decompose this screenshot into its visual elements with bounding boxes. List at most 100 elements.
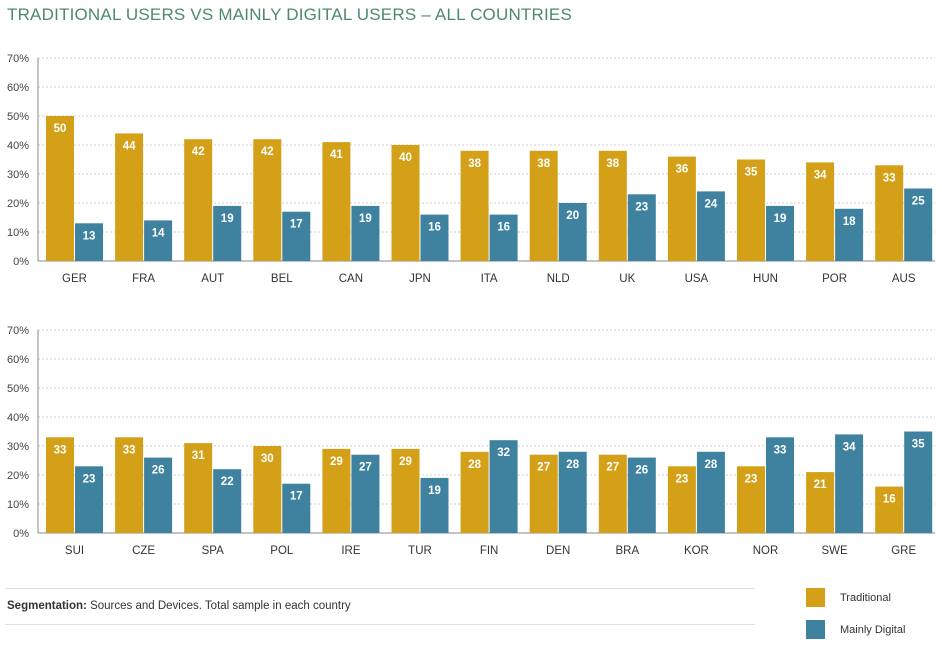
bottom-bar-ire-traditional <box>322 448 351 533</box>
bottom-y-tick-label: 70% <box>7 325 29 337</box>
bottom-bar-value-label: 27 <box>359 462 372 474</box>
footnote-label: Segmentation: <box>7 600 87 612</box>
bottom-bar-den-digital <box>558 451 587 533</box>
bottom-bar-value-label: 29 <box>330 456 343 468</box>
top-bar-value-label: 18 <box>843 216 856 228</box>
bottom-bar-spa-traditional <box>184 443 213 533</box>
bottom-bar-value-label: 23 <box>676 473 689 485</box>
top-x-tick-label: CAN <box>339 273 363 285</box>
bottom-y-tick-label: 50% <box>7 383 29 395</box>
top-bar-aus-digital <box>904 188 933 261</box>
top-bar-aut-traditional <box>184 139 213 261</box>
top-bar-value-label: 38 <box>606 158 619 170</box>
bottom-bar-spa-digital <box>213 469 242 533</box>
bottom-bar-value-label: 16 <box>883 494 896 506</box>
top-y-tick-label: 30% <box>7 169 29 181</box>
top-x-tick-label: GER <box>62 273 87 285</box>
top-x-tick-label: NLD <box>547 273 570 285</box>
bottom-bar-fin-traditional <box>460 451 489 533</box>
bottom-x-tick-label: CZE <box>132 545 155 557</box>
top-bar-aus-traditional <box>875 165 904 261</box>
bottom-x-tick-label: FIN <box>480 545 499 557</box>
bottom-bar-bra-traditional <box>598 454 627 533</box>
bottom-bar-pol-traditional <box>253 446 282 533</box>
legend-traditional: Traditional <box>806 588 891 607</box>
bottom-x-tick-label: SWE <box>821 545 848 557</box>
bottom-y-tick-label: 40% <box>7 412 29 424</box>
bottom-bar-bra-digital <box>627 457 656 533</box>
top-bar-value-label: 41 <box>330 149 343 161</box>
bottom-bar-value-label: 30 <box>261 453 274 465</box>
top-bar-ger-digital <box>75 223 103 261</box>
top-bar-ita-digital <box>489 214 518 261</box>
bottom-bar-tur-digital <box>420 477 449 533</box>
top-y-tick-label: 40% <box>7 140 29 152</box>
bottom-bar-value-label: 32 <box>497 447 510 459</box>
top-x-tick-label: BEL <box>271 273 293 285</box>
top-bar-value-label: 19 <box>359 213 372 225</box>
top-bar-value-label: 35 <box>745 167 758 179</box>
top-y-tick-label: 50% <box>7 111 29 123</box>
bottom-bar-value-label: 28 <box>566 459 579 471</box>
top-x-tick-label: POR <box>822 273 847 285</box>
top-bar-ita-traditional <box>460 150 489 261</box>
top-x-tick-label: AUT <box>201 273 224 285</box>
bottom-y-tick-label: 20% <box>7 470 29 482</box>
bottom-bar-nor-digital <box>766 437 794 533</box>
top-bar-value-label: 23 <box>635 201 648 213</box>
legend-digital: Mainly Digital <box>806 620 905 639</box>
bottom-y-tick-label: 0% <box>13 528 29 540</box>
bottom-bar-den-traditional <box>529 454 558 533</box>
bottom-bar-value-label: 23 <box>745 473 758 485</box>
top-x-tick-label: USA <box>685 273 709 285</box>
bottom-x-tick-label: BRA <box>615 545 639 557</box>
bottom-bar-cze-traditional <box>115 437 144 533</box>
top-bar-value-label: 19 <box>221 213 234 225</box>
top-bar-fra-traditional <box>115 133 144 261</box>
top-bar-ger-traditional <box>46 116 74 261</box>
top-bar-fra-digital <box>144 220 173 261</box>
bottom-bar-value-label: 33 <box>774 444 787 456</box>
top-bar-nld-traditional <box>529 150 558 261</box>
legend-digital-label: Mainly Digital <box>840 623 906 636</box>
top-bar-usa-traditional <box>667 156 696 261</box>
bottom-bar-swe-traditional <box>806 472 835 533</box>
bottom-x-tick-label: POL <box>270 545 294 557</box>
top-bar-aut-digital <box>213 205 242 261</box>
bottom-x-tick-label: SUI <box>65 545 84 557</box>
bottom-bar-sui-traditional <box>46 437 74 533</box>
bottom-bar-value-label: 35 <box>912 439 925 451</box>
top-bar-nld-digital <box>558 203 587 261</box>
top-bar-value-label: 20 <box>566 210 579 222</box>
bottom-bar-value-label: 27 <box>606 462 619 474</box>
bottom-bar-value-label: 17 <box>290 491 303 503</box>
bottom-bar-value-label: 28 <box>468 459 481 471</box>
top-bar-can-traditional <box>322 142 351 261</box>
top-bar-value-label: 50 <box>54 123 67 135</box>
top-bar-value-label: 16 <box>497 222 510 234</box>
bottom-bar-value-label: 33 <box>123 444 136 456</box>
bottom-bar-gre-traditional <box>875 486 904 533</box>
bottom-bar-fin-digital <box>489 440 518 533</box>
top-bar-jpn-traditional <box>391 145 420 261</box>
bottom-bar-kor-traditional <box>667 466 696 533</box>
bottom-x-tick-label: TUR <box>408 545 432 557</box>
top-bar-hun-traditional <box>737 159 765 261</box>
divider-top <box>5 588 755 589</box>
chart-title: TRADITIONAL USERS VS MAINLY DIGITAL USER… <box>7 5 572 24</box>
legend-traditional-swatch <box>806 588 825 607</box>
top-bar-value-label: 17 <box>290 219 303 231</box>
top-y-tick-label: 60% <box>7 82 29 94</box>
bottom-bar-value-label: 23 <box>83 473 96 485</box>
top-bar-uk-traditional <box>598 150 627 261</box>
bottom-x-tick-label: SPA <box>202 545 224 557</box>
top-bar-value-label: 33 <box>883 172 896 184</box>
bottom-x-tick-label: DEN <box>546 545 570 557</box>
bottom-bar-value-label: 28 <box>705 459 718 471</box>
divider-bottom <box>5 624 755 625</box>
bottom-bar-cze-digital <box>144 457 173 533</box>
top-x-tick-label: AUS <box>892 273 916 285</box>
bottom-bar-value-label: 29 <box>399 456 412 468</box>
top-bar-value-label: 19 <box>774 213 787 225</box>
bottom-x-tick-label: NOR <box>753 545 779 557</box>
